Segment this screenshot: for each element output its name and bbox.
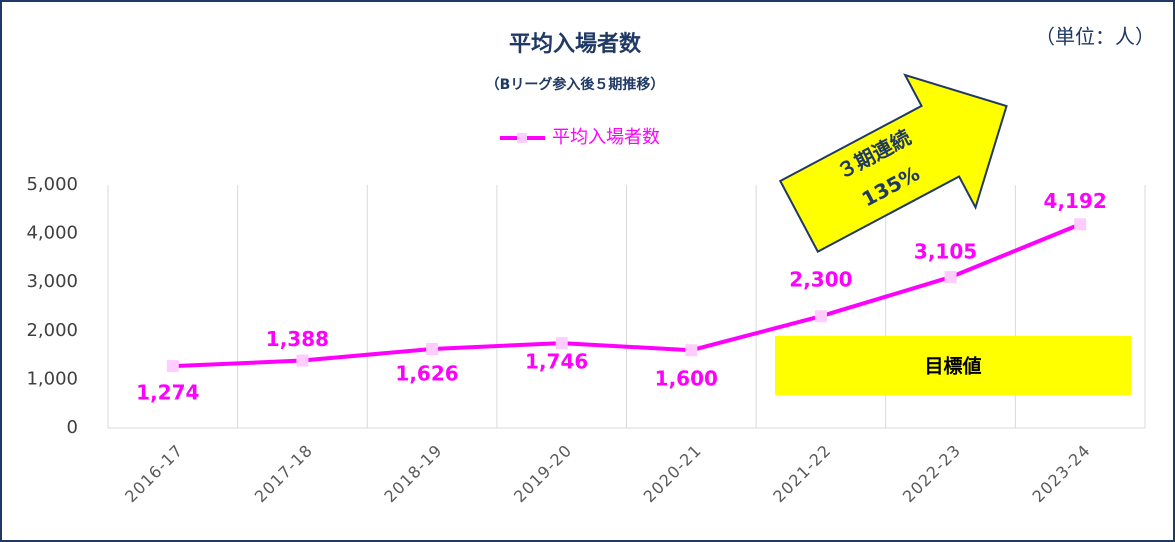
y-tick-label: 0 bbox=[67, 417, 78, 438]
legend-marker bbox=[517, 133, 527, 143]
data-label: 3,105 bbox=[914, 240, 977, 264]
line bbox=[172, 222, 1081, 369]
target-box bbox=[775, 336, 1131, 395]
marker bbox=[814, 310, 827, 323]
y-tick-label: 3,000 bbox=[26, 271, 78, 292]
data-label: 1,600 bbox=[655, 367, 718, 391]
data-label: 1,388 bbox=[266, 327, 329, 351]
legend-label: 平均入場者数 bbox=[552, 127, 660, 148]
marker bbox=[296, 354, 309, 367]
marker bbox=[555, 337, 568, 350]
chart-title: 平均入場者数 bbox=[509, 31, 642, 57]
data-label: 1,274 bbox=[136, 381, 199, 405]
chart-subtitle: （Bリーグ参入後５期推移） bbox=[486, 76, 665, 93]
marker bbox=[166, 360, 179, 373]
target-text: 目標値 bbox=[924, 355, 981, 378]
y-tick-label: 4,000 bbox=[26, 223, 78, 244]
marker bbox=[426, 342, 439, 355]
marker bbox=[685, 344, 698, 357]
marker bbox=[944, 271, 957, 284]
marker bbox=[1074, 218, 1087, 231]
y-tick-label: 5,000 bbox=[26, 174, 78, 195]
arrow-callout: ３期連続 135% bbox=[778, 73, 1008, 254]
y-tick-label: 2,000 bbox=[26, 320, 78, 341]
y-tick-label: 1,000 bbox=[26, 368, 78, 389]
data-label: 4,192 bbox=[1044, 189, 1107, 213]
data-label: 1,626 bbox=[395, 361, 458, 385]
data-label: 2,300 bbox=[789, 268, 852, 292]
unit-note: （単位：人） bbox=[1035, 25, 1155, 49]
data-label: 1,746 bbox=[525, 350, 588, 374]
arrow-shape bbox=[778, 73, 1008, 254]
